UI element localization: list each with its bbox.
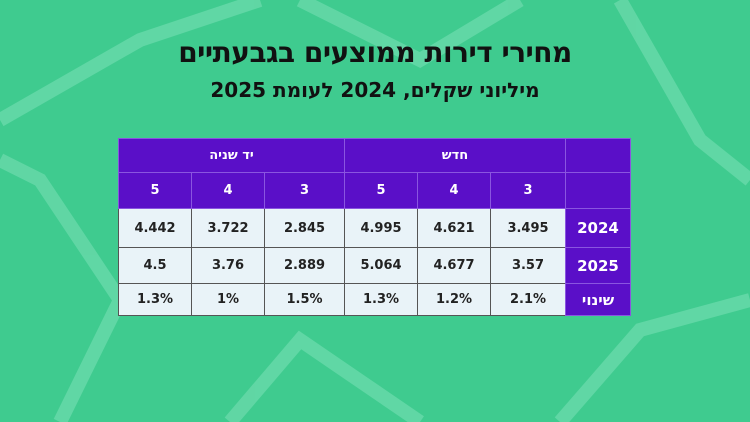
value-cell: 2.889 [264, 247, 345, 284]
corner-cell [565, 138, 631, 173]
value-cell: 3.495 [490, 208, 566, 248]
rooms-header: 5 [344, 172, 418, 209]
row-label: שינוי [565, 283, 631, 316]
table-row: 2024 3.495 4.621 4.995 2.845 3.722 4.442 [118, 208, 631, 248]
row-label: 2024 [565, 208, 631, 248]
table-row: 2025 3.57 4.677 5.064 2.889 3.76 4.5 [118, 247, 631, 284]
chart-title: מחירי דירות ממוצעים בגבעתיים [178, 36, 572, 69]
value-cell: 3.76 [191, 247, 265, 284]
value-cell: 1.2% [417, 283, 491, 316]
value-cell: 3.722 [191, 208, 265, 248]
value-cell: 2.845 [264, 208, 345, 248]
value-cell: 1% [191, 283, 265, 316]
group-header-new: חדש [344, 138, 566, 173]
rooms-header: 4 [417, 172, 491, 209]
value-cell: 2.1% [490, 283, 566, 316]
value-cell: 4.621 [417, 208, 491, 248]
price-table: חדש יד שניה 3 4 5 3 4 5 2024 3.495 4.621 4.… [118, 138, 631, 316]
value-cell: 4.677 [417, 247, 491, 284]
value-cell: 4.442 [118, 208, 192, 248]
value-cell: 1.3% [344, 283, 418, 316]
value-cell: 4.995 [344, 208, 418, 248]
rooms-header: 3 [264, 172, 345, 209]
group-header-used: יד שניה [118, 138, 345, 173]
value-cell: 3.57 [490, 247, 566, 284]
value-cell: 5.064 [344, 247, 418, 284]
value-cell: 4.5 [118, 247, 192, 284]
row-label: 2025 [565, 247, 631, 284]
corner-cell [565, 172, 631, 209]
rooms-header: 5 [118, 172, 192, 209]
value-cell: 1.5% [264, 283, 345, 316]
value-cell: 1.3% [118, 283, 192, 316]
rooms-header: 3 [490, 172, 566, 209]
rooms-header: 4 [191, 172, 265, 209]
chart-subtitle: מיליוני שקלים, 2024 לעומת 2025 [210, 78, 540, 102]
table-row: שינוי 2.1% 1.2% 1.3% 1.5% 1% 1.3% [118, 283, 631, 316]
